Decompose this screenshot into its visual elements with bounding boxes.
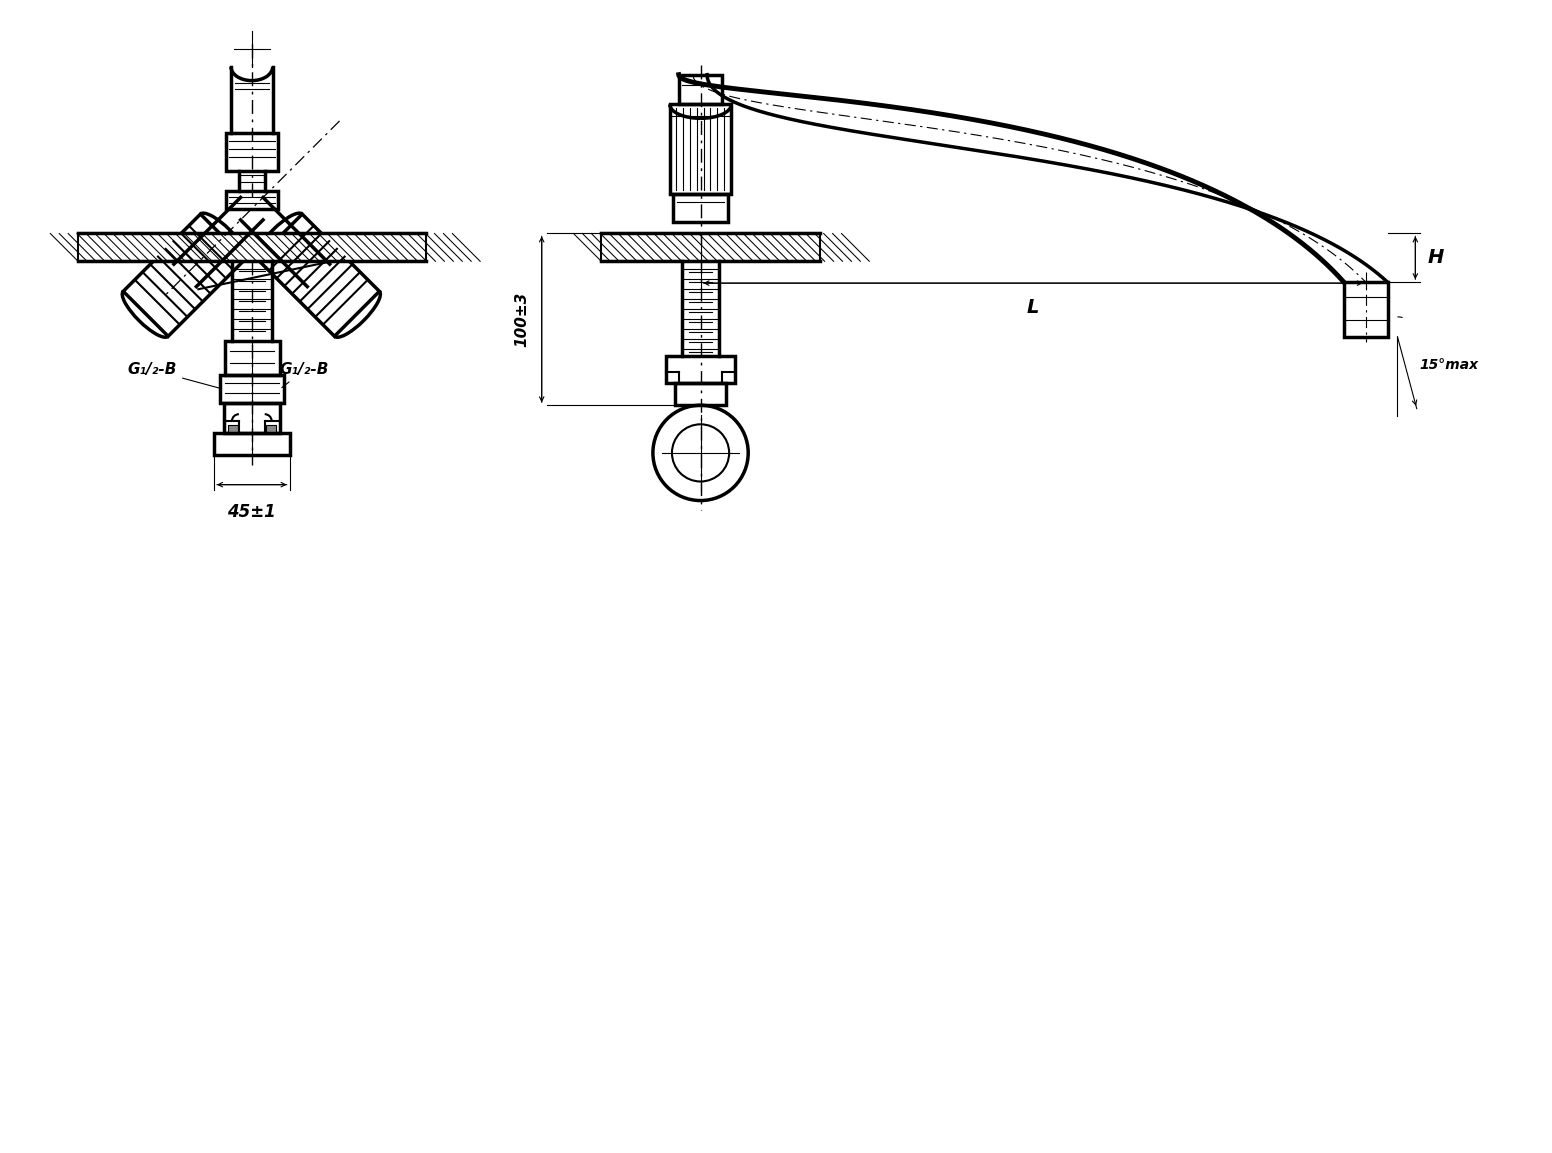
Bar [223,404,279,434]
Bar [228,425,237,434]
Text: L: L [1027,297,1040,317]
Bar [601,234,819,262]
Bar [675,384,726,405]
Text: 15°max: 15°max [1420,357,1479,371]
Text: G₁/₂-B: G₁/₂-B [127,362,222,389]
Bar [227,134,278,171]
Bar [265,425,276,434]
Bar [1344,282,1387,337]
Text: H: H [1428,248,1443,266]
Text: G₁/₂-B: G₁/₂-B [279,362,329,387]
Text: 100±3: 100±3 [515,292,529,347]
Bar [78,234,425,262]
Bar [220,376,284,404]
Bar [666,355,736,384]
Bar [225,341,279,376]
Bar [214,434,290,455]
Text: 45±1: 45±1 [228,503,276,520]
Bar [670,105,731,194]
Bar [227,190,278,209]
Bar [672,194,728,221]
Bar [678,75,722,105]
